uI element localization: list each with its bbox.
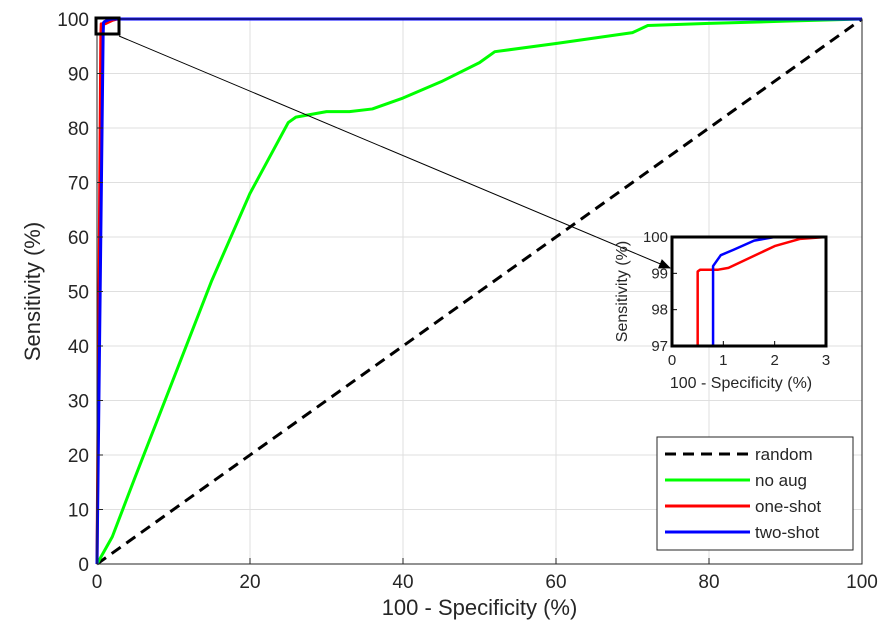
zoom-region-box [94,16,121,36]
x-tick-label: 100 [846,572,878,593]
inset-series-line-one-shot [696,237,826,346]
inset-y-tick-label: 100 [643,229,668,246]
series-line-no-aug [95,17,863,565]
y-tick-label: 70 [68,174,89,195]
x-tick-label: 40 [392,572,413,593]
zoom-connector-arrow [118,35,671,269]
inset-frame [670,235,828,348]
y-tick-label: 30 [68,392,89,413]
inset-plot-area [672,237,826,346]
inset-y-tick-label: 97 [651,338,668,355]
y-tick-label: 90 [68,65,89,86]
inset-y-axis-label: Sensitivity (%) [614,241,631,342]
inset-y-tick-label: 99 [651,265,668,282]
y-tick-label: 80 [68,119,89,140]
inset-series-line-two-shot [711,237,826,346]
inset-x-axis-label: 100 - Specificity (%) [670,375,812,392]
x-tick-label: 80 [698,572,719,593]
inset-x-tick-label: 2 [770,352,778,369]
y-tick-label: 40 [68,337,89,358]
legend-label: two-shot [755,523,820,542]
legend-label: random [755,445,813,464]
inset-series-group [696,237,826,346]
y-axis-label: Sensitivity (%) [20,222,45,361]
y-tick-label: 60 [68,228,89,249]
inset-x-tick-label: 1 [719,352,727,369]
inset-x-tick-label: 3 [822,352,830,369]
x-tick-label: 60 [545,572,566,593]
legend-label: one-shot [755,497,821,516]
legend-label: no aug [755,471,807,490]
x-tick-label: 20 [239,572,260,593]
y-tick-label: 20 [68,446,89,467]
y-tick-label: 10 [68,501,89,522]
inset-x-tick-label: 0 [668,352,676,369]
x-axis-label: 100 - Specificity (%) [382,595,578,620]
y-tick-label: 100 [57,10,89,31]
x-tick-label: 0 [92,572,103,593]
series-line-random [96,17,863,566]
inset-y-tick-label: 98 [651,302,668,319]
y-tick-label: 50 [68,283,89,304]
y-tick-label: 0 [78,555,89,576]
